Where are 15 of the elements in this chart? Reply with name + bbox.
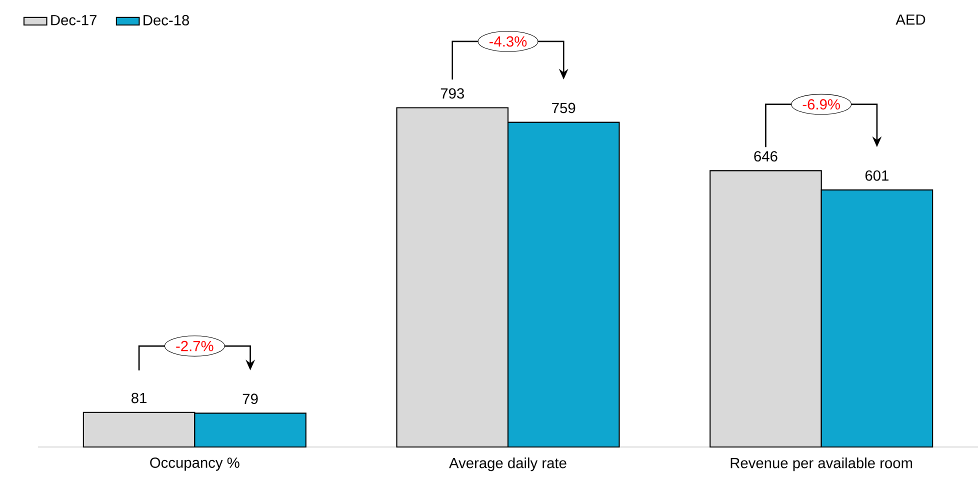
data-label: 759: [552, 102, 576, 114]
data-label: 601: [865, 170, 888, 181]
annotation: -2.7%: [176, 340, 214, 352]
annotation: -6.9%: [802, 99, 840, 110]
legend-label: Dec-18: [144, 15, 190, 26]
data-label: 79: [242, 394, 258, 404]
legend-label: Dec-17: [51, 15, 96, 26]
data-label: 646: [754, 151, 778, 162]
x-tick-label: Revenue per available room: [730, 457, 912, 472]
text: AED: [896, 14, 926, 25]
text: -4.3%: [489, 36, 527, 47]
data-label: 793: [440, 88, 464, 99]
data-label: 81: [132, 392, 146, 404]
x-tick-label: Average daily rate: [449, 457, 566, 472]
x-tick-label: Occupancy %: [150, 458, 240, 471]
